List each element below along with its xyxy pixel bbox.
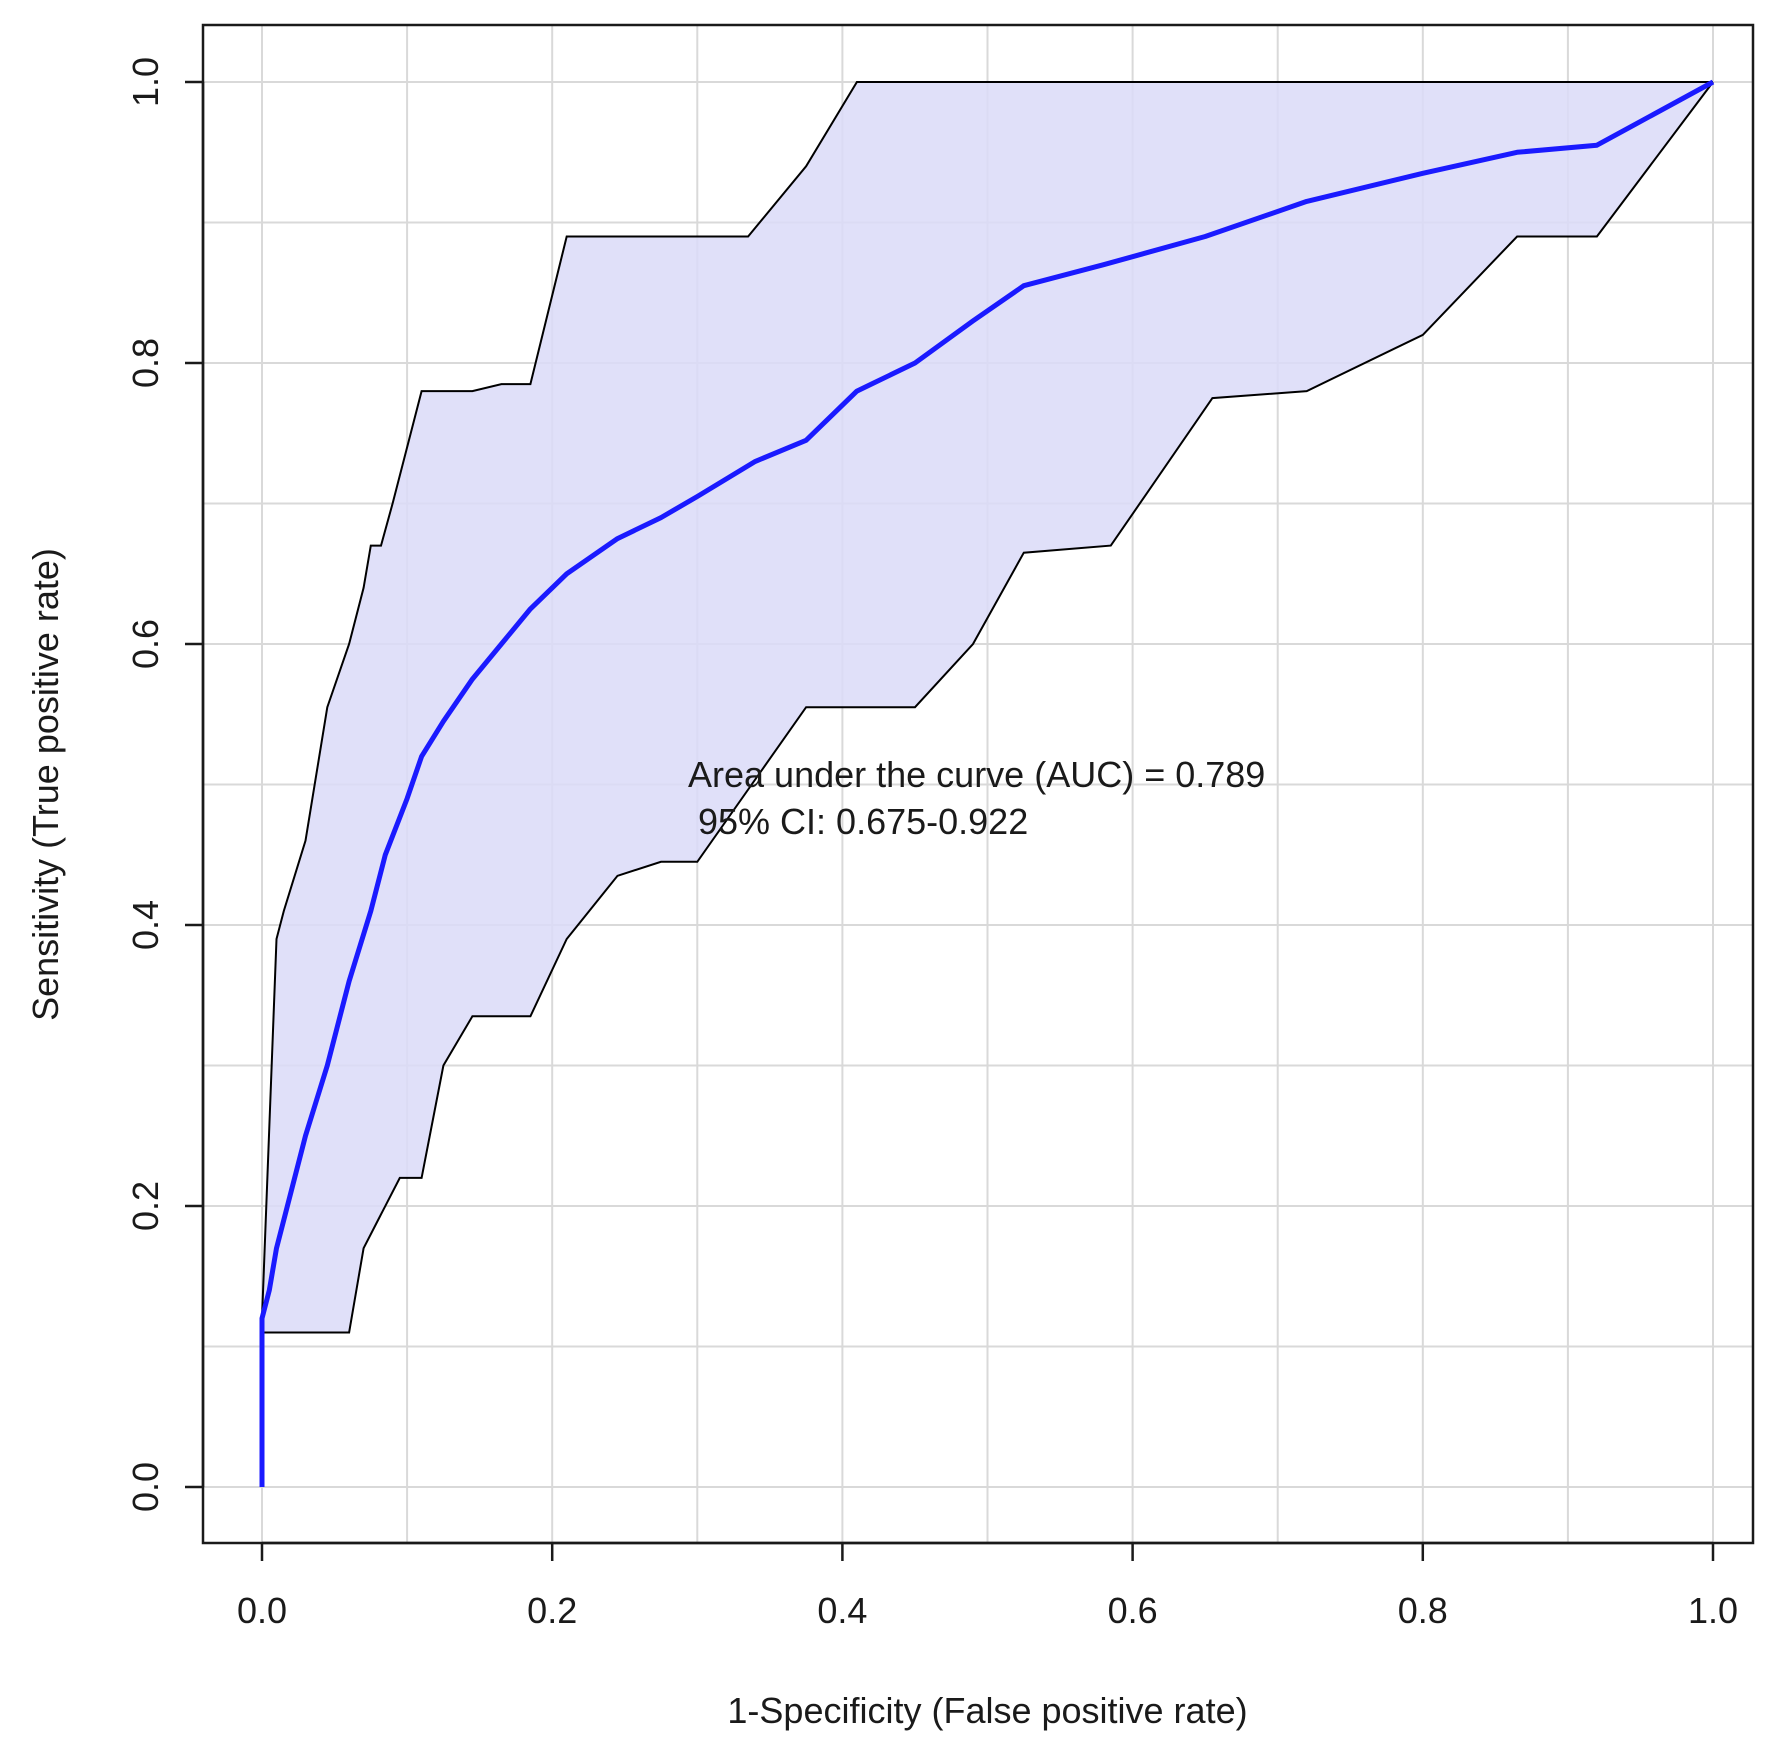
roc-curve — [259, 79, 1715, 1487]
y-axis-title: Sensitivity (True positive rate) — [25, 548, 66, 1021]
x-axis-title: 1-Specificity (False positive rate) — [727, 1690, 1247, 1731]
y-tick-label: 0.2 — [125, 1181, 166, 1231]
x-tick-label: 1.0 — [1688, 1590, 1738, 1631]
y-tick-label: 0.0 — [125, 1462, 166, 1512]
y-tick-label: 0.6 — [125, 619, 166, 669]
x-axis: 0.0 0.2 0.4 0.6 0.8 1.0 — [237, 1541, 1738, 1631]
ci-annotation: 95% CI: 0.675-0.922 — [688, 801, 1028, 842]
x-tick-label: 0.0 — [237, 1590, 287, 1631]
ci-lower-line — [261, 81, 1714, 1487]
y-tick-label: 0.4 — [125, 900, 166, 950]
y-tick-label: 1.0 — [125, 57, 166, 107]
x-tick-label: 0.8 — [1398, 1590, 1448, 1631]
y-tick-label: 0.8 — [125, 338, 166, 388]
x-tick-label: 0.2 — [527, 1590, 577, 1631]
confidence-band — [262, 82, 1713, 1487]
ci-upper-line — [261, 81, 1713, 1487]
x-tick-label: 0.4 — [817, 1590, 867, 1631]
auc-annotation: Area under the curve (AUC) = 0.789 — [688, 754, 1265, 795]
x-tick-label: 0.6 — [1108, 1590, 1158, 1631]
y-axis: 0.0 0.2 0.4 0.6 0.8 1.0 — [125, 57, 205, 1512]
